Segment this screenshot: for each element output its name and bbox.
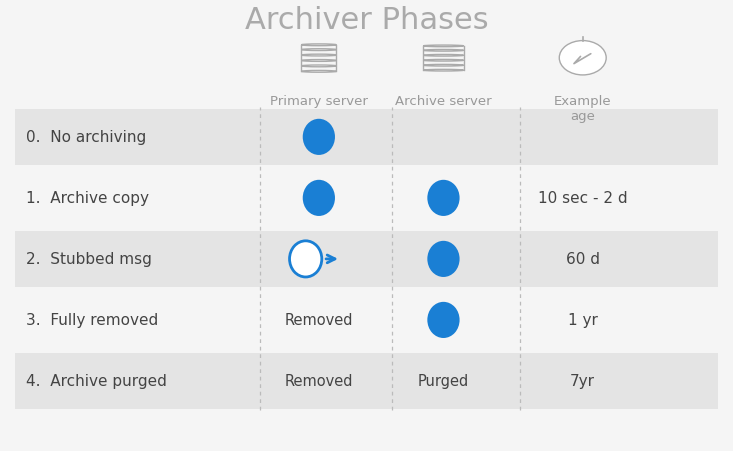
Ellipse shape	[427, 180, 460, 216]
FancyBboxPatch shape	[15, 292, 718, 348]
Text: 0.  No archiving: 0. No archiving	[26, 130, 146, 145]
Text: 60 d: 60 d	[566, 252, 600, 267]
Ellipse shape	[303, 180, 335, 216]
Ellipse shape	[427, 302, 460, 338]
Text: Purged: Purged	[418, 373, 469, 389]
FancyBboxPatch shape	[15, 110, 718, 166]
FancyBboxPatch shape	[15, 231, 718, 288]
Ellipse shape	[301, 60, 336, 62]
Ellipse shape	[424, 51, 463, 52]
Ellipse shape	[290, 241, 322, 277]
FancyBboxPatch shape	[15, 353, 718, 410]
Ellipse shape	[559, 41, 606, 76]
Text: 10 sec - 2 d: 10 sec - 2 d	[538, 191, 627, 206]
Text: Example
age: Example age	[554, 95, 611, 123]
Ellipse shape	[301, 50, 336, 51]
Text: Archiver Phases: Archiver Phases	[245, 6, 488, 35]
Ellipse shape	[301, 66, 336, 68]
Ellipse shape	[424, 60, 463, 62]
Text: Removed: Removed	[284, 373, 353, 389]
Text: Removed: Removed	[284, 313, 353, 328]
Ellipse shape	[424, 46, 463, 48]
Ellipse shape	[427, 241, 460, 277]
Ellipse shape	[301, 55, 336, 57]
Text: 1 yr: 1 yr	[568, 313, 597, 328]
Ellipse shape	[424, 55, 463, 57]
Text: 3.  Fully removed: 3. Fully removed	[26, 313, 158, 328]
Ellipse shape	[424, 70, 463, 72]
Text: 1.  Archive copy: 1. Archive copy	[26, 191, 149, 206]
Text: 7yr: 7yr	[570, 373, 595, 389]
Text: 4.  Archive purged: 4. Archive purged	[26, 373, 166, 389]
Ellipse shape	[301, 45, 336, 46]
FancyBboxPatch shape	[15, 170, 718, 226]
Ellipse shape	[303, 120, 335, 156]
Ellipse shape	[301, 71, 336, 73]
Ellipse shape	[424, 65, 463, 67]
Text: 2.  Stubbed msg: 2. Stubbed msg	[26, 252, 152, 267]
Text: Archive server: Archive server	[395, 95, 492, 108]
Text: Primary server: Primary server	[270, 95, 368, 108]
